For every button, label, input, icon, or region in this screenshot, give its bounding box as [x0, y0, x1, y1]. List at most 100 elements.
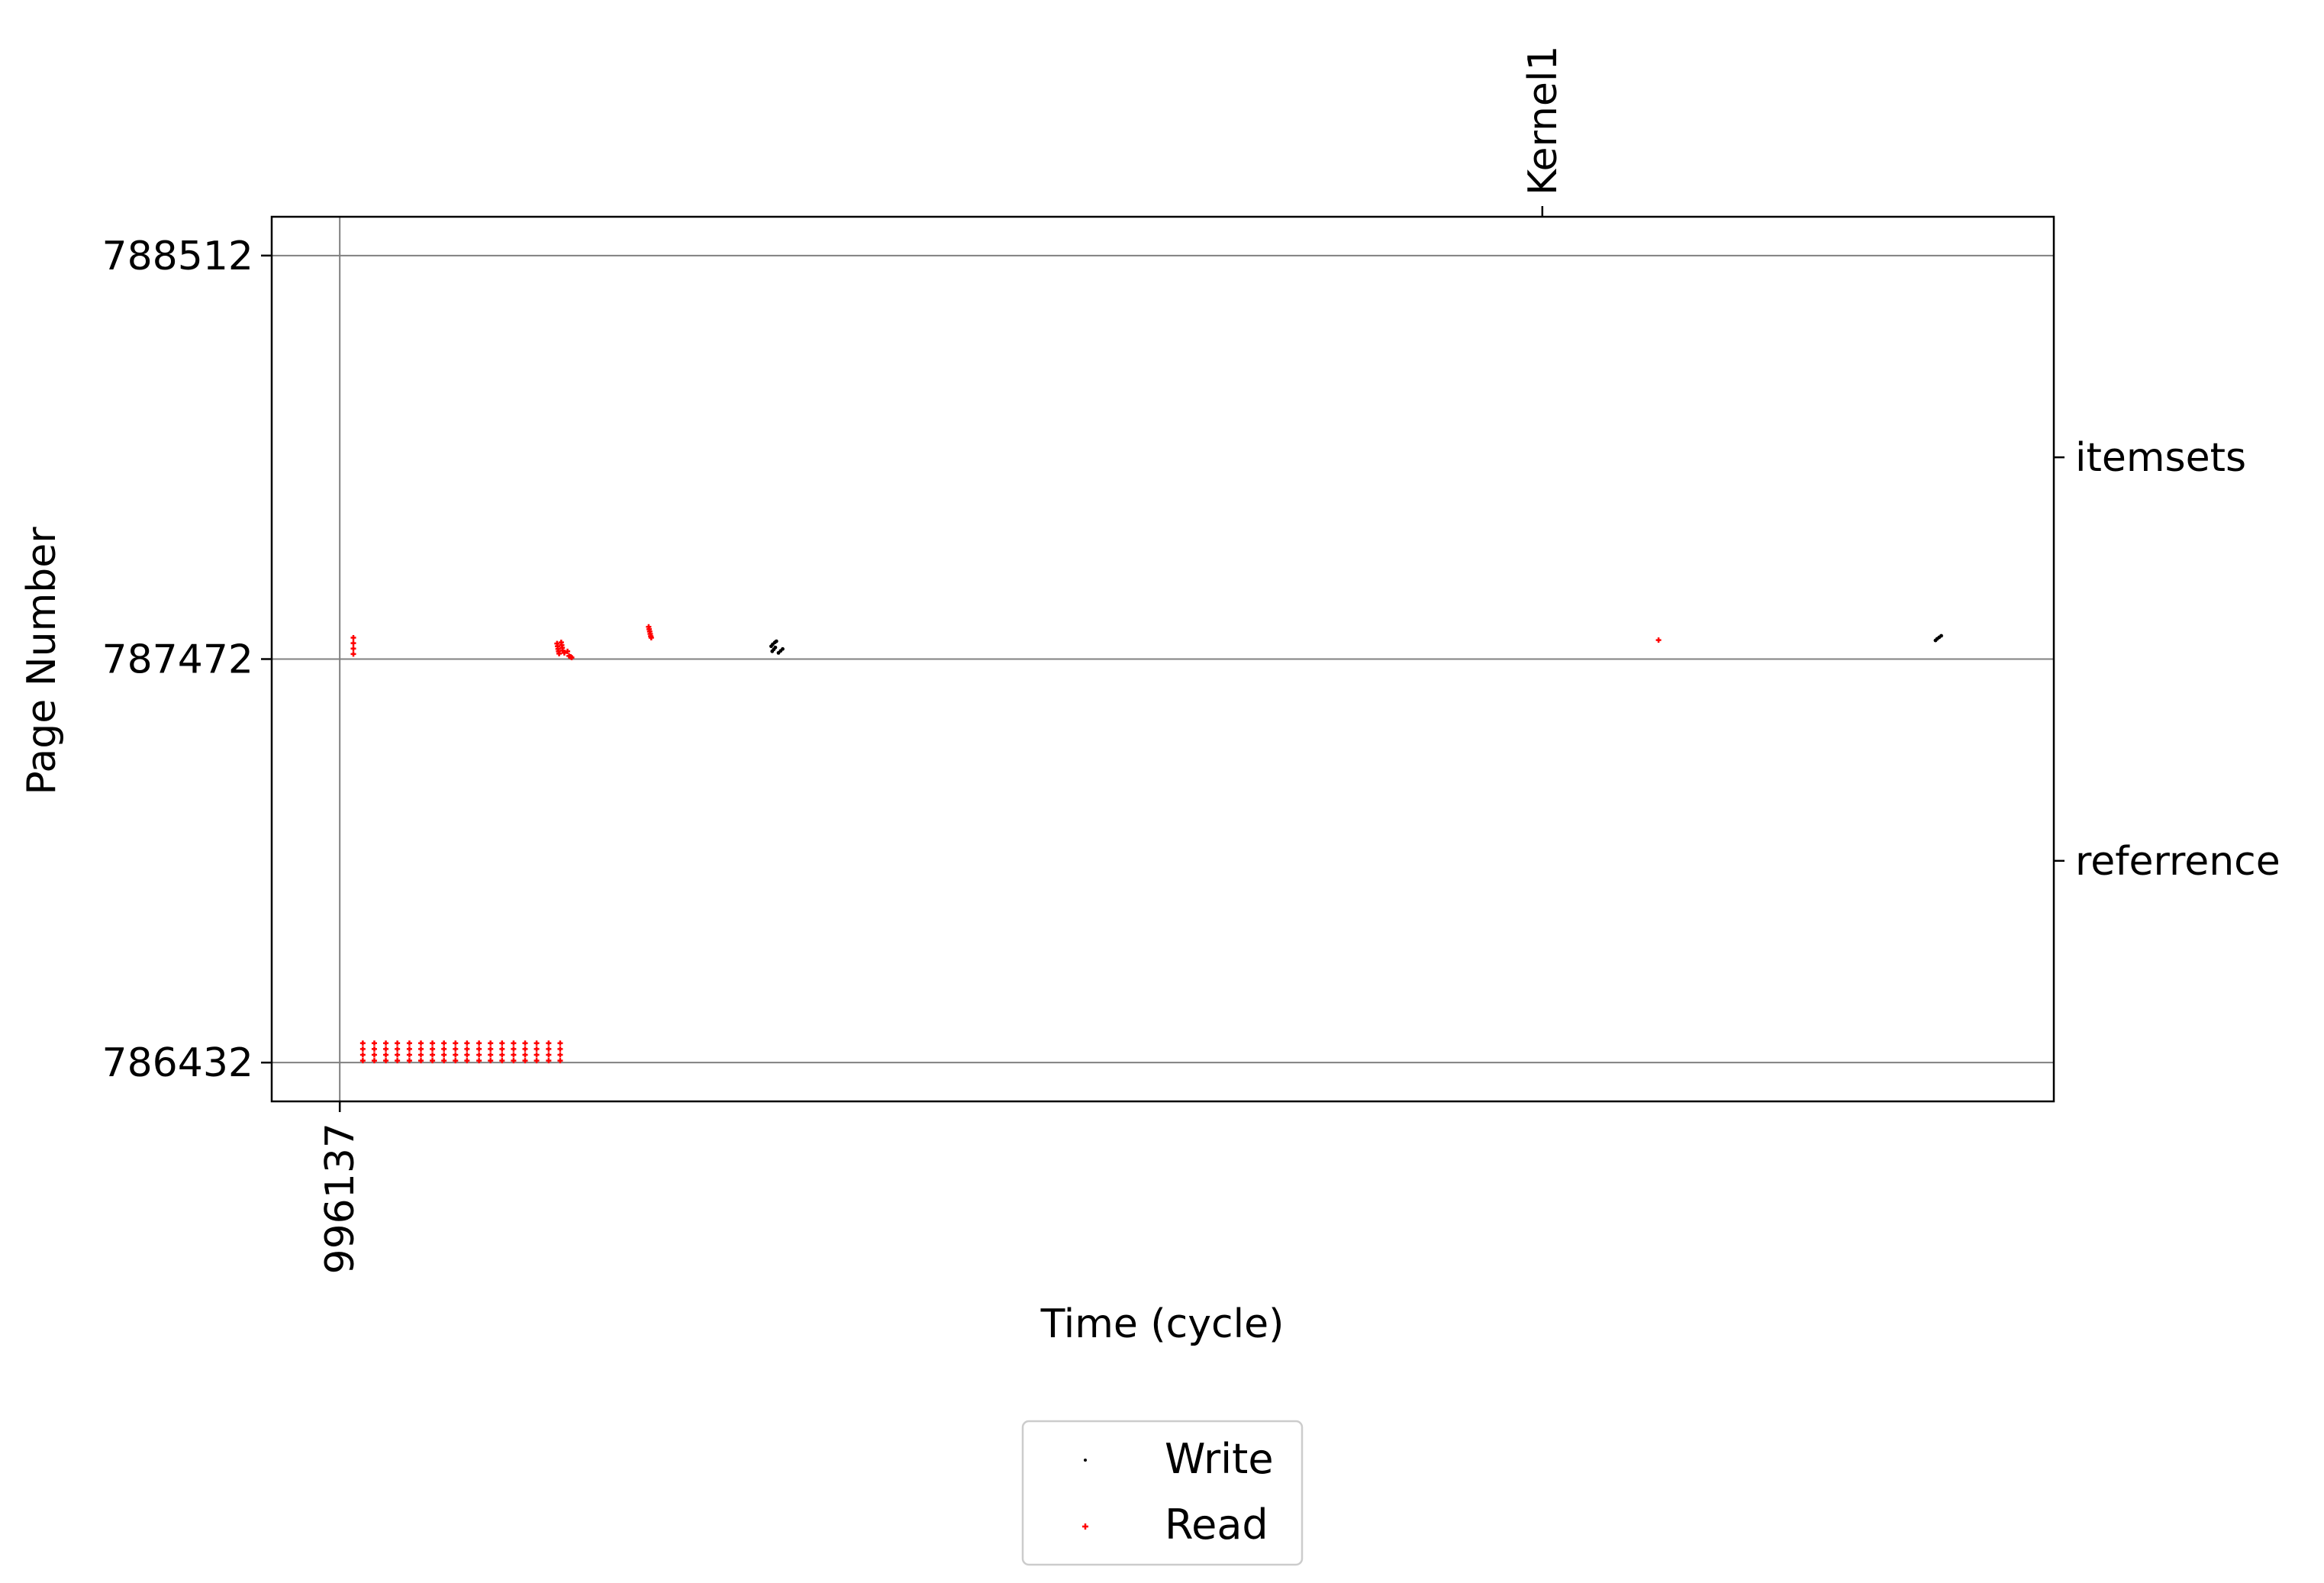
read-point — [350, 635, 356, 641]
read-point — [395, 1058, 401, 1064]
x-axis-label: Time (cycle) — [1040, 1301, 1284, 1347]
read-point — [406, 1052, 412, 1058]
right-axis-label: itemsets — [2075, 435, 2246, 481]
read-point — [648, 635, 654, 641]
read-point — [406, 1058, 412, 1064]
read-point — [350, 646, 356, 652]
read-point — [569, 654, 575, 660]
grid — [272, 217, 2054, 1101]
read-point — [430, 1046, 436, 1052]
read-point — [383, 1052, 389, 1058]
read-point — [441, 1046, 447, 1052]
read-point — [441, 1058, 447, 1064]
read-point — [533, 1040, 540, 1046]
read-point — [499, 1058, 505, 1064]
read-point — [383, 1058, 389, 1064]
read-point — [522, 1046, 528, 1052]
read-point — [546, 1046, 552, 1052]
legend-write-label: Write — [1165, 1435, 1274, 1483]
read-point — [359, 1052, 366, 1058]
read-point — [464, 1052, 470, 1058]
read-point — [464, 1046, 470, 1052]
read-point — [359, 1040, 366, 1046]
read-point — [453, 1058, 459, 1064]
read-point — [453, 1052, 459, 1058]
read-point — [557, 1052, 563, 1058]
read-point — [383, 1040, 389, 1046]
read-point — [522, 1058, 528, 1064]
read-point — [406, 1046, 412, 1052]
y-tick-label: 788512 — [102, 234, 253, 279]
axes: 786432 787472 788512 996137 Kernel1 itemsets r… — [102, 46, 2280, 1275]
read-point — [499, 1040, 505, 1046]
read-point — [417, 1046, 424, 1052]
read-point — [488, 1046, 494, 1052]
read-point — [533, 1058, 540, 1064]
read-point — [546, 1040, 552, 1046]
write-point — [781, 646, 785, 651]
read-point — [476, 1052, 482, 1058]
read-point — [371, 1040, 377, 1046]
read-point — [561, 650, 567, 656]
read-point — [371, 1046, 377, 1052]
read-point — [565, 648, 571, 654]
read-point — [511, 1058, 517, 1064]
legend-box — [1021, 1420, 1304, 1566]
y-axis-label: Page Number — [19, 527, 65, 795]
y-tick-label: 787472 — [102, 637, 253, 683]
read-point — [557, 1058, 563, 1064]
read-point — [441, 1040, 447, 1046]
read-point — [359, 1046, 366, 1052]
read-point — [395, 1040, 401, 1046]
read-point — [488, 1058, 494, 1064]
x-tick-label: 996137 — [317, 1123, 363, 1275]
legend: Write Read — [1021, 1420, 1304, 1566]
write-point — [774, 639, 778, 643]
read-point — [476, 1040, 482, 1046]
read-point — [453, 1040, 459, 1046]
read-point — [557, 1046, 563, 1052]
read-point — [546, 1052, 552, 1058]
read-point — [511, 1052, 517, 1058]
read-point — [430, 1052, 436, 1058]
legend-read-marker — [1082, 1523, 1088, 1530]
y-tick-label: 786432 — [102, 1040, 253, 1086]
read-point — [533, 1052, 540, 1058]
read-point — [430, 1040, 436, 1046]
right-axis-label: referrence — [2075, 839, 2280, 885]
read-point — [430, 1058, 436, 1064]
read-point — [1655, 637, 1662, 643]
read-point — [406, 1040, 412, 1046]
read-point — [499, 1046, 505, 1052]
read-point — [511, 1046, 517, 1052]
read-point — [464, 1040, 470, 1046]
read-point — [417, 1058, 424, 1064]
read-point — [453, 1046, 459, 1052]
read-point — [476, 1058, 482, 1064]
read-point — [522, 1040, 528, 1046]
read-point — [371, 1058, 377, 1064]
write-point — [1939, 634, 1943, 638]
read-point — [350, 651, 356, 657]
read-point — [383, 1046, 389, 1052]
read-point — [488, 1052, 494, 1058]
read-point — [371, 1052, 377, 1058]
read-point — [395, 1046, 401, 1052]
read-point — [417, 1052, 424, 1058]
top-axis-label: Kernel1 — [1520, 46, 1566, 195]
read-point — [546, 1058, 552, 1064]
read-point — [395, 1052, 401, 1058]
read-point — [499, 1052, 505, 1058]
read-point — [350, 640, 356, 646]
write-point — [773, 645, 778, 650]
read-point — [557, 1040, 563, 1046]
read-point — [441, 1052, 447, 1058]
read-point — [488, 1040, 494, 1046]
legend-write-marker — [1084, 1459, 1087, 1462]
read-point — [522, 1052, 528, 1058]
scatter-points — [350, 624, 1943, 1064]
read-point — [464, 1058, 470, 1064]
legend-read-label: Read — [1165, 1501, 1268, 1549]
